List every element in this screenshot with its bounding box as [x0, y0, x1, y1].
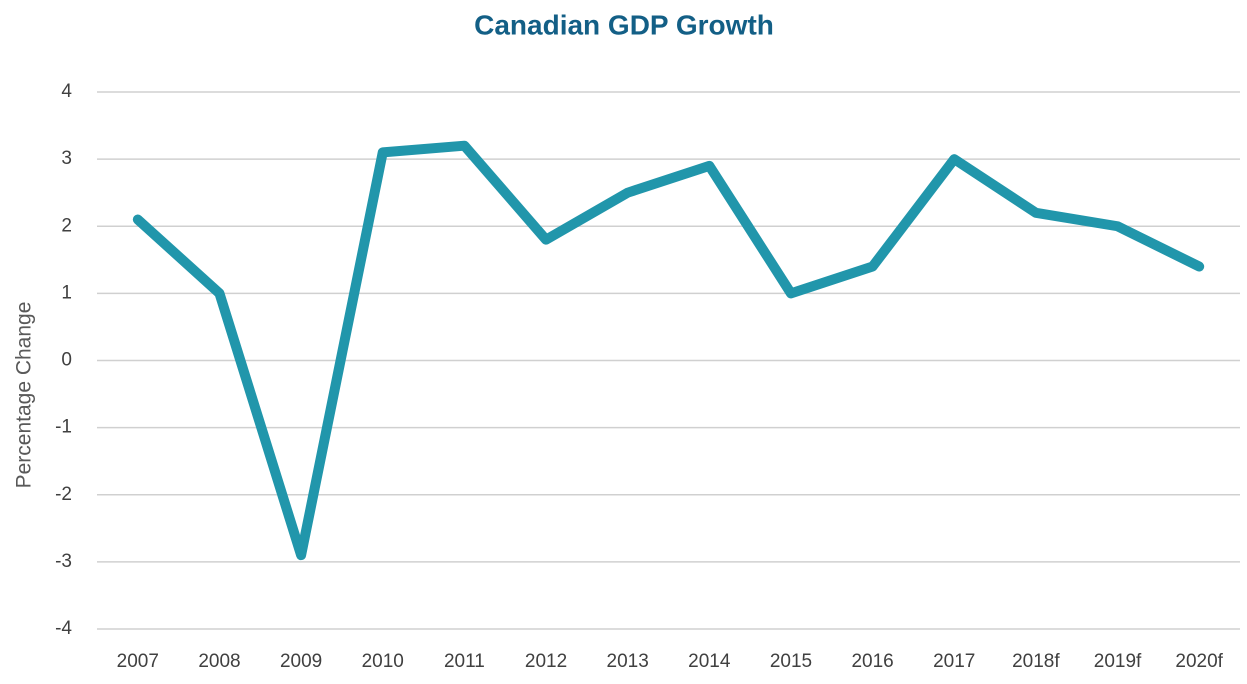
y-tick-label: 4 — [61, 81, 72, 102]
x-tick-label: 2018f — [1012, 651, 1060, 672]
y-axis-label: Percentage Change — [13, 302, 36, 489]
y-tick-label: 0 — [61, 350, 72, 371]
y-tick-label: 3 — [61, 148, 72, 169]
y-tick-label: 2 — [61, 215, 72, 236]
x-tick-label: 2017 — [933, 651, 975, 672]
y-tick-label: -2 — [55, 484, 72, 505]
x-tick-label: 2015 — [770, 651, 812, 672]
y-tick-label: -4 — [55, 618, 72, 639]
y-tick-label: -3 — [55, 551, 72, 572]
x-tick-label: 2009 — [280, 651, 322, 672]
x-tick-label: 2020f — [1175, 651, 1223, 672]
x-tick-label: 2012 — [525, 651, 567, 672]
x-tick-label: 2010 — [362, 651, 404, 672]
line-series — [132, 140, 1205, 561]
x-tick-label: 2016 — [851, 651, 893, 672]
chart-title: Canadian GDP Growth — [474, 9, 774, 40]
y-tick-label: -1 — [55, 417, 72, 438]
x-tick-label: 2019f — [1094, 651, 1142, 672]
y-tick-label: 1 — [61, 282, 72, 303]
x-tick-label: 2011 — [444, 651, 485, 672]
x-tick-label: 2013 — [607, 651, 649, 672]
x-tick-label: 2007 — [117, 651, 159, 672]
x-tick-label: 2014 — [688, 651, 731, 672]
x-tick-label: 2008 — [198, 651, 240, 672]
